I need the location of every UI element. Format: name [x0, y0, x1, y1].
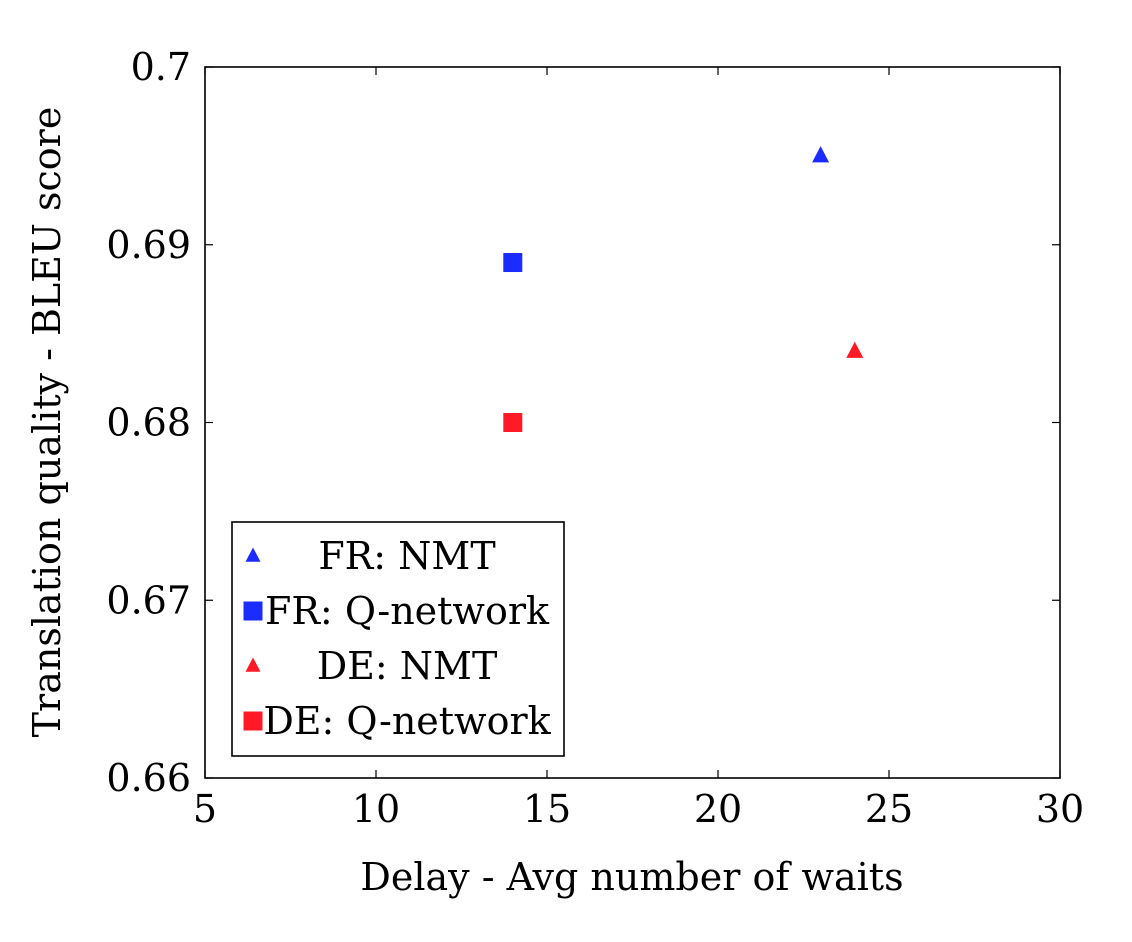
legend-label: DE: NMT — [317, 644, 498, 688]
x-tick-label: 20 — [694, 787, 742, 831]
x-tick-label: 15 — [523, 787, 571, 831]
y-tick-label: 0.66 — [106, 756, 191, 800]
legend-marker-triangle — [245, 547, 261, 562]
legend-label: FR: Q-network — [265, 589, 550, 633]
x-tick-label: 5 — [193, 787, 217, 831]
legend-box — [231, 521, 565, 757]
data-point-triangle — [846, 341, 864, 358]
x-tick-label: 25 — [865, 787, 913, 831]
legend-marker-square — [243, 601, 263, 621]
data-points — [503, 146, 864, 432]
y-tick-label: 0.67 — [106, 578, 191, 622]
x-tick-label: 30 — [1036, 787, 1084, 831]
axis-ticks — [204, 66, 1061, 779]
x-axis-label: Delay - Avg number of waits — [360, 855, 903, 899]
y-axis-label: Translation quality - BLEU score — [25, 107, 69, 738]
data-point-triangle — [812, 146, 830, 163]
data-point-square — [503, 253, 523, 273]
y-tick-label: 0.69 — [106, 223, 191, 267]
axis-tick-labels: 5 10 15 20 25 30 0.66 0.67 0.68 0.69 0.7 — [106, 45, 1084, 831]
y-tick-label: 0.7 — [131, 45, 191, 89]
data-point-square — [503, 413, 523, 432]
legend-marker-square — [243, 711, 263, 731]
legend: FR: NMT FR: Q-network DE: NMT DE: Q-network — [231, 521, 565, 757]
legend-label: FR: NMT — [318, 534, 495, 578]
legend-label: DE: Q-network — [263, 699, 551, 743]
x-tick-label: 10 — [352, 787, 400, 831]
legend-marker-triangle — [245, 657, 261, 672]
y-tick-label: 0.68 — [106, 401, 191, 445]
